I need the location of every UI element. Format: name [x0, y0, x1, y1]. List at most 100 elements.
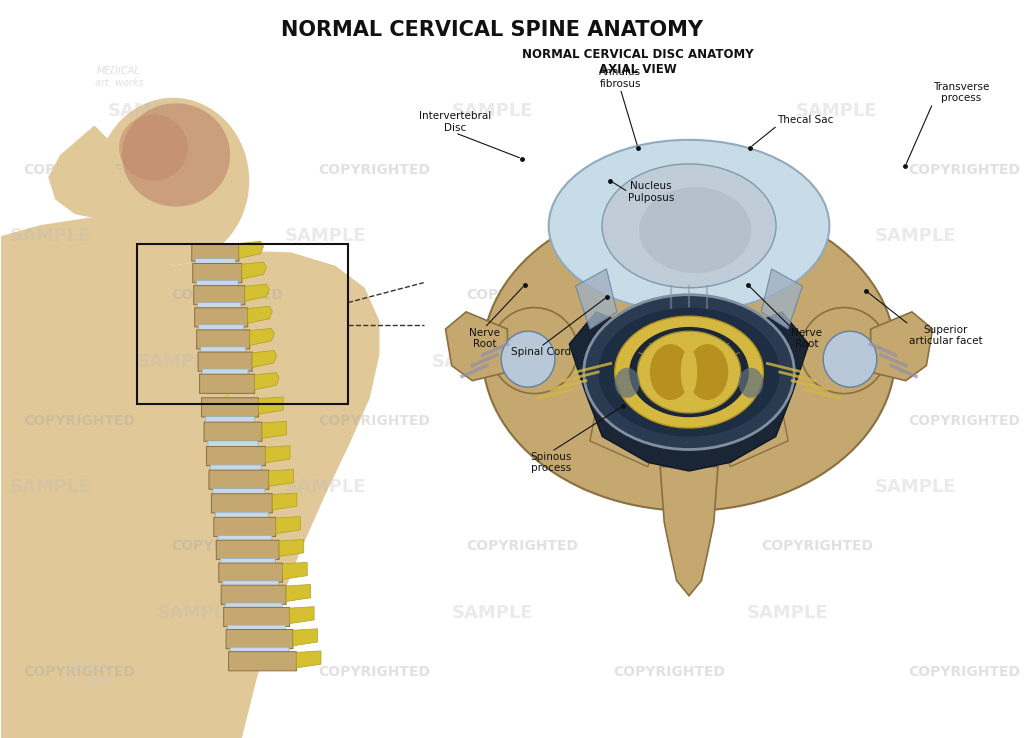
Text: COPYRIGHTED: COPYRIGHTED: [761, 289, 872, 302]
FancyBboxPatch shape: [197, 280, 239, 288]
Text: COPYRIGHTED: COPYRIGHTED: [613, 665, 725, 678]
Ellipse shape: [738, 368, 763, 398]
Text: COPYRIGHTED: COPYRIGHTED: [24, 414, 136, 427]
Ellipse shape: [598, 308, 780, 437]
FancyBboxPatch shape: [222, 581, 279, 587]
FancyBboxPatch shape: [204, 422, 262, 441]
Ellipse shape: [122, 103, 230, 207]
Text: COPYRIGHTED: COPYRIGHTED: [318, 665, 430, 678]
Text: SAMPLE: SAMPLE: [9, 478, 91, 496]
Text: COPYRIGHTED: COPYRIGHTED: [613, 414, 725, 427]
Text: SAMPLE: SAMPLE: [285, 478, 367, 496]
Text: Spinal Cord: Spinal Cord: [511, 347, 570, 357]
Text: SAMPLE: SAMPLE: [285, 227, 367, 245]
Ellipse shape: [639, 187, 752, 273]
Text: NORMAL CERVICAL DISC ANATOMY
AXIAL VIEW: NORMAL CERVICAL DISC ANATOMY AXIAL VIEW: [522, 48, 754, 76]
Polygon shape: [569, 312, 809, 471]
Polygon shape: [283, 562, 307, 579]
Text: Spinous
process: Spinous process: [530, 452, 572, 473]
Polygon shape: [1, 218, 380, 738]
Ellipse shape: [629, 327, 749, 417]
Text: COPYRIGHTED: COPYRIGHTED: [466, 289, 578, 302]
FancyBboxPatch shape: [199, 325, 244, 332]
Text: SAMPLE: SAMPLE: [727, 353, 808, 370]
Bar: [136, 244, 348, 404]
Ellipse shape: [97, 98, 249, 264]
Ellipse shape: [482, 199, 895, 511]
FancyBboxPatch shape: [197, 330, 250, 349]
Text: Annulus
fibrosus: Annulus fibrosus: [599, 67, 641, 89]
Text: Nerve
Root: Nerve Root: [792, 328, 822, 349]
Text: SAMPLE: SAMPLE: [580, 227, 660, 245]
Text: SAMPLE: SAMPLE: [9, 227, 91, 245]
Polygon shape: [269, 469, 294, 486]
Polygon shape: [272, 493, 297, 510]
Text: Nerve
Root: Nerve Root: [469, 328, 500, 349]
Polygon shape: [255, 373, 280, 390]
Text: COPYRIGHTED: COPYRIGHTED: [318, 163, 430, 176]
Polygon shape: [275, 517, 300, 534]
Text: Superior
articular facet: Superior articular facet: [909, 325, 983, 346]
FancyBboxPatch shape: [209, 470, 269, 489]
FancyBboxPatch shape: [198, 303, 241, 310]
Text: COPYRIGHTED: COPYRIGHTED: [171, 539, 283, 553]
Text: Nucleus
Pulposus: Nucleus Pulposus: [628, 181, 675, 203]
Text: SAMPLE: SAMPLE: [796, 102, 878, 120]
Text: COPYRIGHTED: COPYRIGHTED: [24, 665, 136, 678]
FancyBboxPatch shape: [191, 244, 239, 261]
Ellipse shape: [584, 294, 795, 449]
Polygon shape: [870, 312, 933, 381]
Polygon shape: [720, 409, 788, 466]
FancyBboxPatch shape: [193, 263, 242, 283]
FancyBboxPatch shape: [211, 494, 272, 513]
Polygon shape: [242, 262, 266, 279]
FancyBboxPatch shape: [195, 308, 248, 327]
Ellipse shape: [650, 344, 691, 400]
FancyBboxPatch shape: [225, 603, 283, 610]
Polygon shape: [280, 539, 304, 556]
Polygon shape: [590, 409, 658, 466]
FancyBboxPatch shape: [201, 347, 246, 354]
Ellipse shape: [823, 331, 877, 387]
FancyBboxPatch shape: [194, 286, 245, 305]
Polygon shape: [245, 284, 269, 301]
Polygon shape: [265, 446, 290, 463]
Text: SAMPLE: SAMPLE: [580, 478, 660, 496]
Text: SAMPLE: SAMPLE: [874, 227, 955, 245]
FancyBboxPatch shape: [227, 625, 286, 632]
Text: SAMPLE: SAMPLE: [746, 604, 828, 621]
Ellipse shape: [637, 331, 740, 413]
Text: COPYRIGHTED: COPYRIGHTED: [613, 163, 725, 176]
FancyBboxPatch shape: [223, 607, 290, 627]
Polygon shape: [250, 328, 274, 345]
Text: SAMPLE: SAMPLE: [452, 102, 534, 120]
FancyBboxPatch shape: [206, 416, 255, 424]
Ellipse shape: [681, 348, 697, 396]
Ellipse shape: [602, 164, 776, 288]
Text: SAMPLE: SAMPLE: [157, 604, 239, 621]
Polygon shape: [293, 629, 317, 646]
Polygon shape: [239, 241, 263, 258]
Polygon shape: [259, 397, 283, 414]
FancyBboxPatch shape: [213, 489, 265, 495]
Polygon shape: [575, 269, 616, 329]
Text: COPYRIGHTED: COPYRIGHTED: [24, 163, 136, 176]
Text: COPYRIGHTED: COPYRIGHTED: [908, 163, 1020, 176]
FancyBboxPatch shape: [215, 512, 268, 519]
Text: COPYRIGHTED: COPYRIGHTED: [908, 414, 1020, 427]
Ellipse shape: [614, 316, 763, 428]
Polygon shape: [660, 466, 718, 596]
Text: SAMPLE: SAMPLE: [452, 604, 534, 621]
Text: SAMPLE: SAMPLE: [137, 353, 219, 370]
Ellipse shape: [501, 331, 555, 387]
FancyBboxPatch shape: [207, 446, 265, 466]
FancyBboxPatch shape: [210, 465, 261, 472]
Text: SAMPLE: SAMPLE: [432, 353, 514, 370]
FancyBboxPatch shape: [226, 630, 293, 649]
FancyBboxPatch shape: [219, 563, 283, 582]
FancyBboxPatch shape: [202, 369, 248, 376]
Ellipse shape: [687, 344, 728, 400]
Polygon shape: [445, 312, 508, 381]
Text: COPYRIGHTED: COPYRIGHTED: [318, 414, 430, 427]
FancyBboxPatch shape: [230, 647, 289, 654]
